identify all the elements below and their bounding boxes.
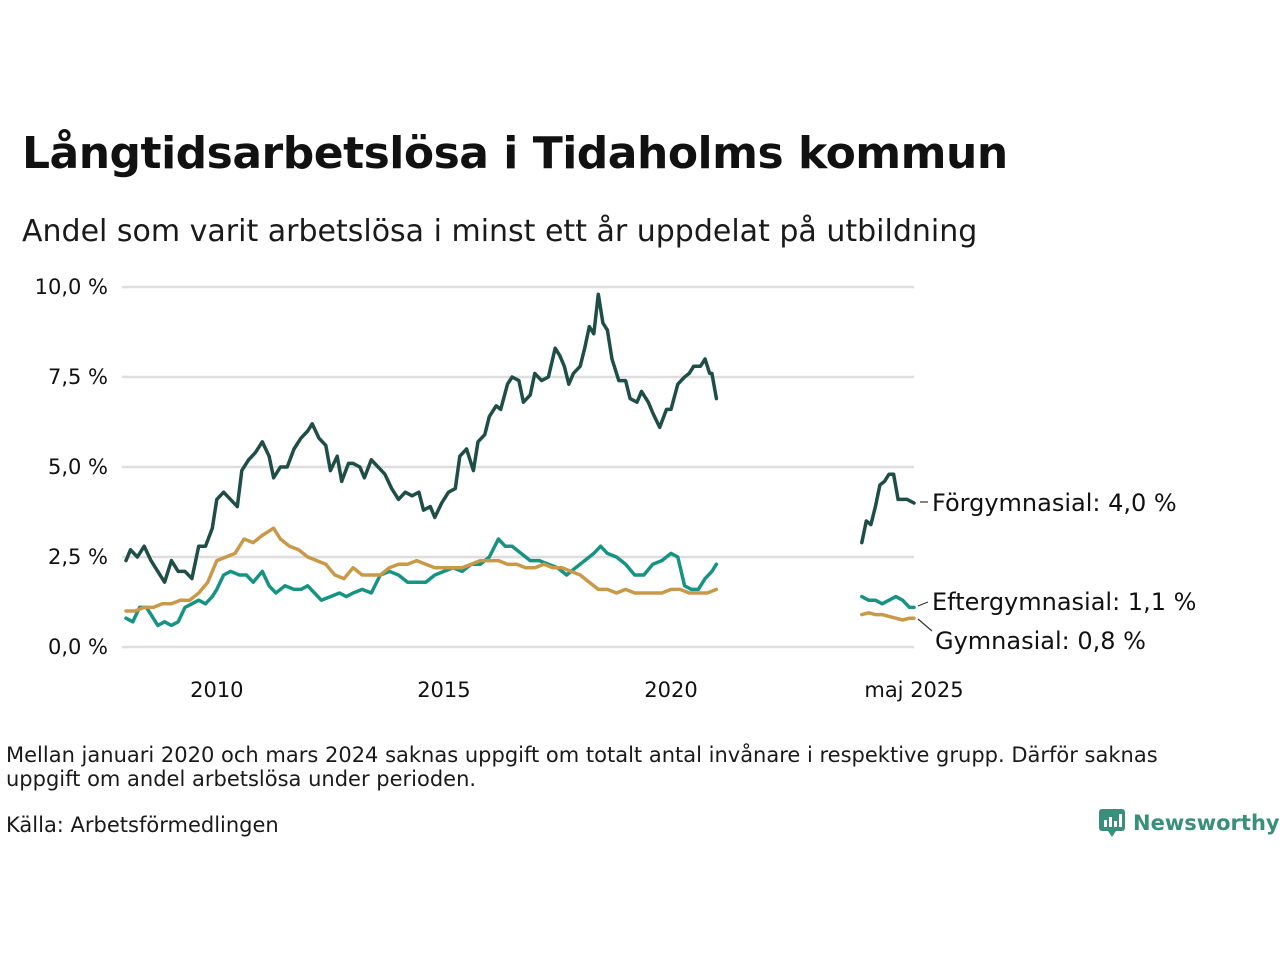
series-line-gymnasial-1 [124,526,719,613]
chart-title: Långtidsarbetslösa i Tidaholms kommun [22,128,1008,179]
end-label-gymnasial: Gymnasial: 0,8 % [935,627,1146,655]
y-tick-label: 10,0 % [35,275,108,299]
x-tick-label: 2015 [417,678,470,702]
line-chart: 0,0 % 2,5 % 5,0 % 7,5 % 10,0 % 2010 2015 2020 ma… [35,275,1197,702]
y-tick-label: 2,5 % [48,545,108,569]
series-line-f-rgymnasial-1 [124,292,719,584]
leader-line-gymnasial [917,618,933,632]
series-line-f-rgymnasial-2 [860,472,916,545]
y-tick-label: 7,5 % [48,365,108,389]
source-text: Källa: Arbetsförmedlingen [6,813,279,837]
gridlines [122,285,914,649]
newsworthy-brand[interactable]: Newsworthy [1098,808,1280,838]
end-label-f-rgymnasial: Förgymnasial: 4,0 % [932,489,1177,517]
y-tick-label: 0,0 % [48,635,108,659]
series-line-eftergymnasial-2 [860,594,916,610]
series-line-eftergymnasial-1 [124,537,719,628]
chart-subtitle: Andel som varit arbetslösa i minst ett å… [22,214,978,249]
end-labels: Förgymnasial: 4,0 % Eftergymnasial: 1,1 %… [917,489,1196,655]
series-line-gymnasial-2 [860,611,916,622]
newsworthy-logo-icon [1099,809,1125,837]
x-tick-label: 2010 [190,678,243,702]
x-tick-label: 2020 [644,678,697,702]
brand-name: Newsworthy [1133,811,1280,835]
leader-line-eftergymnasial [917,601,929,607]
footnote: Mellan januari 2020 och mars 2024 saknas… [6,743,1158,791]
series-lines [124,292,916,628]
end-label-eftergymnasial: Eftergymnasial: 1,1 % [932,588,1196,616]
x-tick-label: maj 2025 [864,678,963,702]
y-tick-label: 5,0 % [48,455,108,479]
axis-labels: 0,0 % 2,5 % 5,0 % 7,5 % 10,0 % 2010 2015 2020 ma… [35,275,964,702]
